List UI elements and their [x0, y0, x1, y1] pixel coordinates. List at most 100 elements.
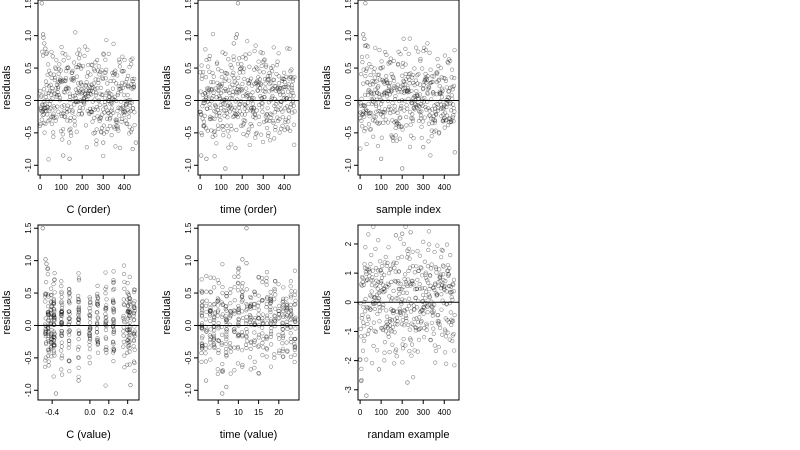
data-point — [216, 126, 221, 132]
data-point — [127, 335, 132, 340]
data-point — [373, 266, 379, 271]
data-point — [382, 350, 387, 355]
data-point — [117, 60, 122, 65]
data-point — [206, 87, 212, 92]
data-point — [203, 303, 209, 308]
data-point — [216, 88, 221, 94]
data-point — [377, 319, 382, 324]
data-point — [51, 350, 57, 355]
data-point — [118, 106, 123, 111]
data-point — [258, 50, 263, 55]
data-point — [431, 74, 436, 79]
data-point — [83, 82, 88, 88]
data-point — [376, 121, 381, 126]
data-point — [87, 83, 92, 88]
data-point — [288, 308, 294, 313]
data-point — [216, 338, 221, 344]
data-point — [260, 325, 265, 330]
data-point — [76, 316, 81, 321]
data-point — [234, 81, 239, 86]
data-point — [363, 269, 368, 275]
data-point — [432, 249, 437, 255]
data-points — [40, 226, 137, 396]
data-point — [448, 289, 453, 295]
x-tick-label: 0 — [38, 183, 43, 192]
data-point — [95, 291, 100, 297]
data-point — [391, 78, 397, 83]
data-point — [132, 308, 137, 314]
data-point — [420, 119, 425, 124]
data-point — [111, 269, 116, 274]
data-point — [409, 278, 414, 284]
data-point — [428, 153, 433, 158]
data-point — [452, 348, 457, 353]
data-point — [261, 59, 266, 65]
data-point — [252, 339, 257, 344]
data-point — [396, 124, 402, 129]
data-point — [292, 337, 298, 342]
data-point — [45, 105, 50, 110]
data-point — [446, 272, 451, 277]
y-tick-label: -2 — [344, 357, 353, 365]
data-point — [76, 293, 81, 299]
data-point — [368, 261, 373, 267]
data-point — [67, 332, 72, 337]
data-point — [121, 106, 126, 111]
data-point — [446, 95, 451, 100]
data-point — [59, 305, 65, 310]
data-point — [51, 298, 56, 303]
data-point — [84, 74, 90, 79]
data-point — [131, 82, 136, 87]
data-point — [208, 275, 213, 280]
data-point — [208, 289, 213, 294]
data-point — [208, 116, 213, 121]
data-point — [447, 101, 453, 107]
data-point — [248, 295, 254, 301]
data-point — [264, 118, 269, 124]
data-point — [414, 316, 419, 321]
data-point — [79, 112, 84, 117]
data-point — [55, 104, 60, 109]
data-point — [215, 123, 221, 128]
data-point — [38, 123, 43, 128]
data-point — [91, 131, 96, 136]
data-point — [89, 62, 94, 67]
data-point — [252, 48, 257, 54]
data-point — [132, 347, 137, 352]
data-point — [293, 289, 298, 294]
data-point — [49, 75, 54, 81]
data-point — [236, 84, 241, 89]
data-point — [425, 91, 431, 96]
data-point — [277, 89, 282, 95]
data-point — [64, 85, 69, 90]
data-point — [266, 77, 271, 82]
data-point — [436, 78, 441, 83]
data-point — [53, 118, 58, 123]
data-point — [59, 299, 64, 304]
data-point — [364, 80, 370, 85]
data-point — [376, 109, 381, 114]
data-point — [38, 122, 43, 127]
data-point — [284, 303, 290, 308]
data-point — [235, 111, 240, 116]
data-point — [450, 87, 455, 92]
data-point — [411, 136, 416, 141]
data-point — [448, 108, 454, 113]
data-point — [105, 108, 110, 113]
data-point — [400, 82, 405, 88]
data-point — [45, 325, 51, 331]
data-point — [371, 320, 376, 325]
data-point — [76, 344, 81, 349]
data-point — [59, 372, 65, 377]
data-point — [378, 268, 383, 273]
data-point — [380, 99, 385, 104]
data-point — [88, 302, 93, 308]
data-point — [73, 65, 79, 70]
data-point — [99, 68, 104, 73]
data-point — [68, 126, 73, 131]
data-point — [438, 286, 444, 291]
data-point — [449, 118, 454, 123]
data-point — [384, 319, 389, 324]
data-point — [200, 308, 205, 313]
